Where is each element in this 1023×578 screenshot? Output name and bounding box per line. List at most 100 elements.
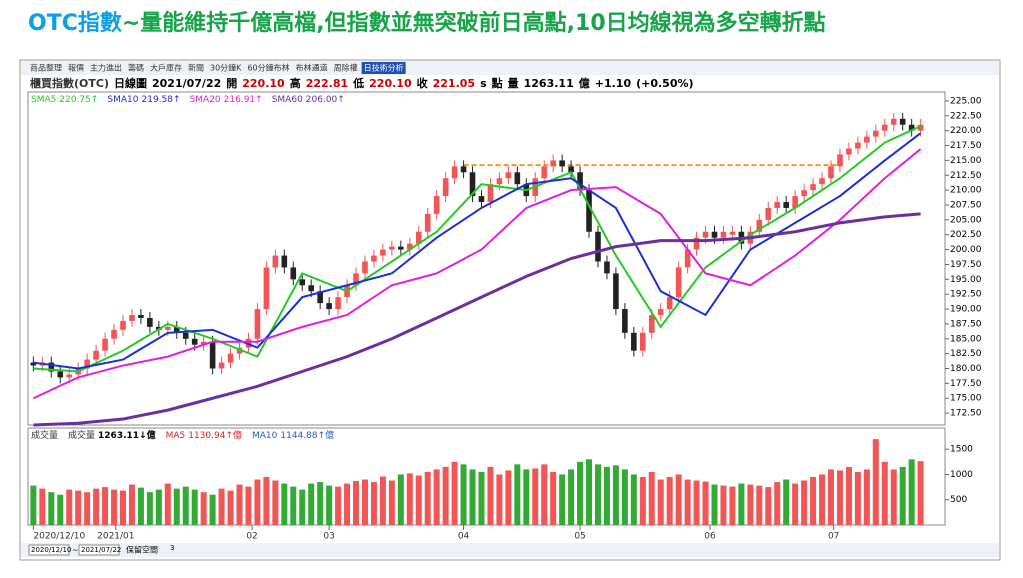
- info-item: (+0.50%): [636, 77, 693, 90]
- y-tick-label: 192.50: [950, 290, 982, 300]
- candle-body: [559, 160, 565, 167]
- candle-body: [783, 202, 789, 208]
- info-item: +1.10: [595, 77, 632, 90]
- candle-body: [424, 213, 431, 232]
- y-tick-label: 220.00: [950, 126, 982, 136]
- volume-bar: [774, 482, 781, 525]
- candle-body: [326, 303, 332, 310]
- ma-line: [32, 148, 922, 400]
- volume-bar: [765, 487, 772, 525]
- volume-name: 成交量: [68, 429, 95, 441]
- ma-legend: SMA60 206.00↑: [272, 95, 345, 105]
- toolbar-tab: 大戶庫存: [150, 63, 182, 73]
- date-to-box: [78, 544, 120, 556]
- volume-bar: [299, 489, 306, 525]
- ma-legend-value: 206.00↑: [306, 95, 345, 105]
- candle-body: [281, 255, 288, 268]
- candle-body: [147, 317, 153, 327]
- volume-bar: [263, 477, 270, 525]
- candle-body: [290, 267, 297, 280]
- ma-legend-value: 219.58↑: [142, 95, 181, 105]
- volume-bar: [819, 474, 826, 525]
- candle-body: [702, 231, 709, 238]
- y-tick-label: 175.00: [950, 394, 982, 404]
- candle-body: [487, 184, 494, 203]
- candle-body: [801, 190, 807, 197]
- volume-bar: [415, 475, 422, 525]
- volume-bar: [729, 486, 736, 525]
- volume-bar: [137, 487, 144, 525]
- toolbar-tab: 日技術分析: [364, 63, 404, 73]
- candle-body: [353, 273, 359, 286]
- volume-bar: [621, 469, 628, 525]
- candle-body: [209, 341, 216, 369]
- info-item: 1263.11: [524, 77, 574, 90]
- candle-body: [66, 374, 73, 378]
- volume-bar: [711, 484, 718, 525]
- candle-body: [568, 166, 574, 173]
- candle-body: [908, 124, 915, 131]
- title: OTC指數~量能維持千億高檔,但指數並無突破前日高點,10日均線視為多空轉折點: [28, 10, 826, 36]
- volume-bar: [845, 466, 852, 525]
- candle-body: [765, 207, 772, 220]
- candle-body: [451, 166, 458, 179]
- volume-bar: [30, 485, 37, 525]
- candle-body: [774, 202, 781, 208]
- candle-body: [371, 255, 377, 262]
- volume-bar: [639, 477, 646, 525]
- info-item: 櫃買指數(OTC): [30, 76, 109, 90]
- volume-bar: [487, 466, 494, 525]
- candle-body: [622, 309, 628, 333]
- volume-bar: [191, 489, 198, 525]
- candle-body: [496, 178, 503, 185]
- candle-body: [173, 326, 180, 333]
- volume-bar: [433, 469, 440, 525]
- candle-body: [84, 359, 90, 369]
- price-panel: [27, 91, 946, 426]
- candle-body: [469, 172, 476, 197]
- candle-body: [227, 353, 234, 363]
- info-item: 220.10: [242, 77, 285, 90]
- date-to: 2021/07/22: [81, 546, 121, 554]
- volume-bar: [720, 485, 727, 525]
- volume-bar: [890, 469, 897, 525]
- y-tick-label: 177.50: [950, 379, 982, 389]
- y-tick-label: 180.00: [950, 364, 982, 374]
- candle-body: [657, 309, 664, 315]
- volume-bar: [173, 488, 180, 525]
- volume-bar: [675, 474, 682, 525]
- y-tick-label: 182.50: [950, 349, 982, 359]
- volume-bar: [666, 477, 673, 525]
- volume-bar: [281, 483, 288, 525]
- volume-bar: [863, 469, 870, 525]
- y-tick-label: 172.50: [950, 409, 982, 419]
- info-item: 221.05: [433, 77, 475, 90]
- volume-bar: [119, 490, 126, 525]
- volume-bar: [93, 488, 100, 525]
- info-line: 櫃買指數(OTC) 日線圖 2021/07/22 開 220.10 高 222.81 低 220…: [30, 76, 694, 90]
- candle-body: [514, 172, 521, 185]
- volume-bar: [872, 439, 879, 525]
- volume-bar: [66, 489, 73, 525]
- candle-body: [138, 315, 144, 318]
- info-item: 量: [508, 77, 519, 90]
- y-tick-label: 222.50: [950, 111, 982, 121]
- volume-bar: [254, 479, 261, 525]
- volume-bar: [406, 473, 413, 525]
- candle-body: [541, 166, 548, 179]
- candle-body: [317, 291, 323, 304]
- info-item: 低: [352, 76, 364, 90]
- volume-bar: [756, 485, 763, 525]
- candle-body: [837, 154, 843, 167]
- ma-legend: SMA10 219.58↑: [107, 95, 180, 105]
- candle-body: [48, 362, 55, 372]
- footer-bar: [21, 543, 999, 557]
- candle-body: [639, 332, 646, 351]
- toolbar-tab: 主力進出: [90, 63, 122, 73]
- y-tick-label: 195.00: [950, 275, 982, 285]
- y-tick-label: 212.50: [950, 171, 982, 181]
- candle-body: [505, 172, 512, 179]
- volume-bar: [326, 485, 333, 525]
- info-item: 222.81: [306, 77, 348, 90]
